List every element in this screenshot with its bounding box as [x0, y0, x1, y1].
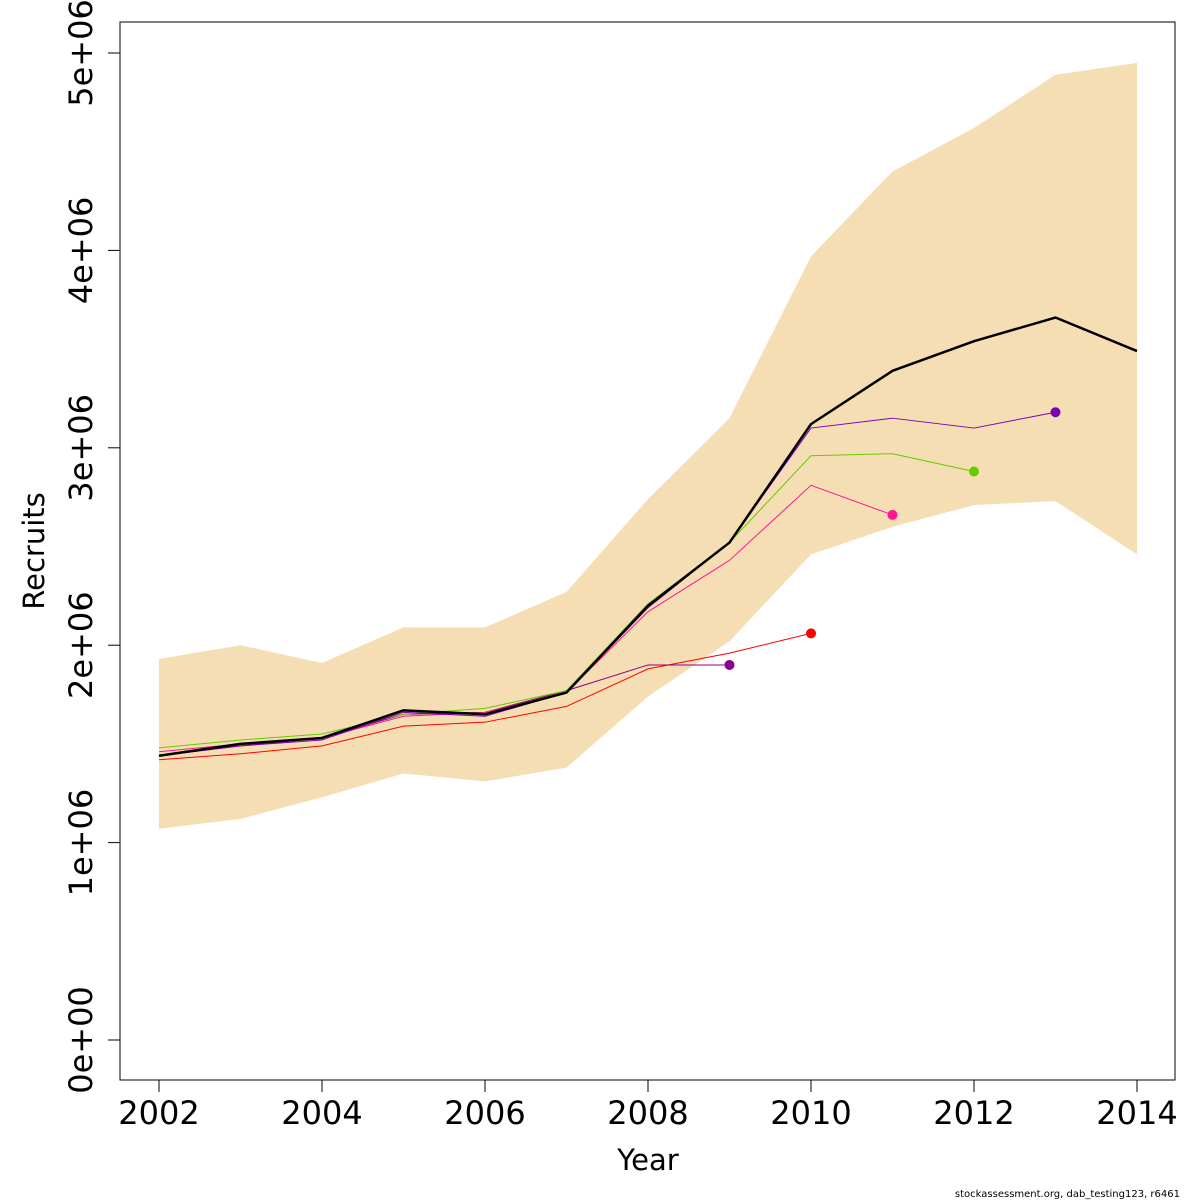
series-line-estimate — [158, 316, 1138, 757]
x-tick-label: 2008 — [607, 1094, 688, 1132]
series-line-retro-1 — [158, 632, 812, 761]
y-tick-label: 5e+06 — [62, 0, 100, 107]
credit-text: stockassessment.org, dab_testing123, r64… — [955, 1189, 1180, 1200]
series-end-point-1 — [806, 628, 816, 639]
y-tick-label: 1e+06 — [62, 789, 100, 897]
y-tick-label: 2e+06 — [62, 591, 100, 699]
series-end-point-3 — [887, 509, 898, 520]
confidence-band-layer — [159, 62, 1137, 829]
series-end-point-5 — [1050, 407, 1061, 418]
x-tick-label: 2012 — [933, 1094, 1014, 1132]
series-line-retro-4 — [158, 453, 975, 749]
y-axis: 0e+00 1e+06 2e+06 3e+06 4e+06 5e+06 — [62, 0, 121, 1094]
y-axis-title: Recruits — [17, 492, 51, 609]
x-tick-label: 2002 — [118, 1094, 199, 1132]
x-tick-label: 2006 — [444, 1094, 525, 1132]
x-axis-title: Year — [616, 1143, 678, 1177]
x-axis: 2002 2004 2006 2008 2010 2012 2014 — [118, 1079, 1178, 1132]
x-tick-label: 2014 — [1096, 1094, 1177, 1132]
series-end-point-4 — [969, 466, 979, 477]
x-tick-label: 2010 — [770, 1094, 851, 1132]
y-tick-label: 4e+06 — [62, 197, 100, 305]
confidence-band — [159, 62, 1137, 829]
series-layer — [158, 316, 1138, 761]
y-tick-label: 3e+06 — [62, 394, 100, 502]
x-tick-label: 2004 — [281, 1094, 362, 1132]
y-tick-label: 0e+00 — [62, 986, 100, 1094]
series-end-point-2 — [724, 659, 735, 670]
